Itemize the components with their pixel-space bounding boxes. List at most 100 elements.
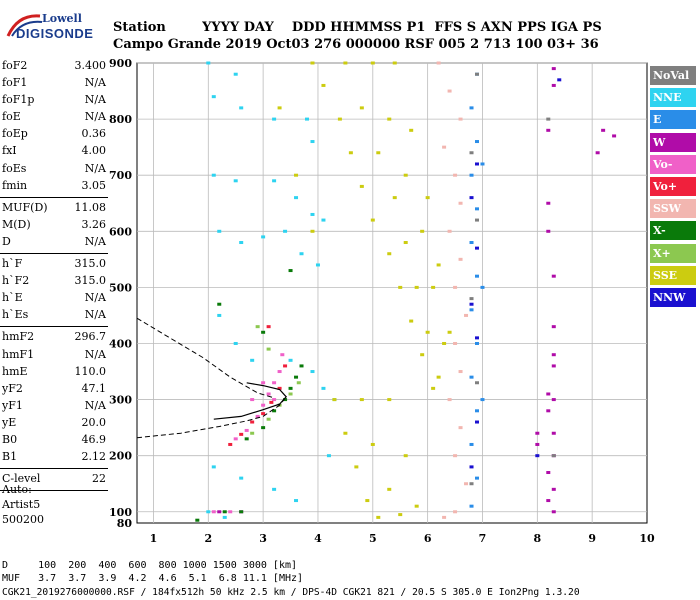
data-point-sse	[392, 61, 397, 65]
data-point-e	[480, 398, 485, 402]
data-point-nnw	[469, 302, 474, 306]
data-point-ssw	[447, 229, 452, 233]
parameter-row: B1 2.12	[0, 449, 110, 466]
data-point-vo-	[261, 412, 266, 416]
data-point-e	[475, 140, 479, 144]
parameter-row: h`F 315.0	[0, 256, 110, 273]
profile-curve-solid	[213, 382, 288, 420]
data-point-x-	[288, 269, 293, 273]
data-point-sse	[277, 106, 282, 110]
data-point-nnw	[535, 454, 540, 458]
parameter-row: h`E N/A	[0, 290, 110, 307]
data-point-w	[595, 151, 600, 155]
data-point-vo-	[266, 392, 271, 396]
legend-entry-x-: X-	[650, 221, 696, 241]
data-point-ssw	[453, 454, 458, 458]
data-point-nne	[233, 179, 238, 183]
parameter-row: fmin 3.05	[0, 178, 110, 195]
data-point-e	[475, 207, 479, 211]
data-point-nne	[211, 173, 216, 177]
data-point-w	[551, 274, 556, 278]
parameter-name: yE	[2, 415, 17, 429]
data-point-nnw	[557, 78, 562, 82]
data-point-e	[475, 476, 479, 480]
data-point-w	[551, 353, 556, 357]
data-point-w	[551, 398, 556, 402]
parameter-row: h`F2 315.0	[0, 273, 110, 290]
y-tick-label: 400	[109, 337, 132, 350]
footer-file-info: CGK21_2019276000000.RSF / 184fx512h 50 k…	[2, 587, 580, 598]
data-point-x-	[294, 375, 299, 379]
parameter-name: foF2	[2, 59, 28, 72]
data-point-sse	[294, 173, 299, 177]
parameter-value: 110.0	[74, 364, 107, 378]
data-point-sse	[321, 83, 326, 87]
parameter-name: B0	[2, 432, 18, 446]
parameter-value: 315.0	[74, 257, 107, 271]
autoscaler-version: 500200	[2, 513, 44, 526]
data-point-ssw	[458, 201, 463, 205]
data-point-x-	[222, 510, 227, 514]
data-point-w	[546, 471, 551, 475]
data-point-x-	[239, 510, 244, 514]
data-point-sse	[436, 263, 441, 267]
data-point-nne	[206, 510, 211, 514]
parameter-row: foF2 3.400	[0, 58, 110, 75]
polarization-legend: NoVal NNE E W Vo- Vo+ SSW X- X+ SSE NNW	[650, 66, 696, 310]
parameter-value: N/A	[84, 93, 106, 107]
data-point-nne	[310, 212, 315, 216]
data-point-x-	[255, 325, 260, 329]
data-point-vo-	[228, 442, 233, 446]
parameter-value: 22	[92, 472, 106, 486]
data-point-nne	[261, 235, 266, 239]
parameter-name: h`Es	[2, 308, 29, 322]
data-point-e	[469, 375, 474, 379]
data-point-vo-	[255, 414, 260, 418]
data-point-sse	[310, 229, 315, 233]
data-point-w	[551, 431, 556, 435]
data-point-ssw	[453, 341, 458, 345]
data-point-sse	[392, 196, 397, 200]
parameter-value: N/A	[84, 347, 106, 361]
legend-entry-sse: SSE	[650, 265, 696, 285]
parameter-value: 315.0	[74, 274, 107, 288]
data-point-sse	[431, 285, 436, 289]
data-point-noval	[469, 482, 474, 486]
data-point-sse	[370, 218, 375, 222]
parameters-divider	[0, 468, 108, 470]
data-point-vo-	[233, 437, 238, 441]
data-point-sse	[425, 330, 430, 334]
parameter-row: hmF2 296.7	[0, 329, 110, 346]
data-point-x-	[288, 386, 293, 390]
data-point-sse	[365, 499, 370, 503]
data-point-sse	[387, 487, 392, 491]
parameter-name: h`E	[2, 291, 23, 305]
data-point-nne	[310, 370, 315, 374]
data-point-nne	[294, 499, 299, 503]
parameter-row: foEp 0.36	[0, 126, 110, 143]
parameter-value: N/A	[84, 76, 106, 90]
data-point-sse	[370, 61, 375, 65]
parameter-value: 4.00	[81, 144, 107, 158]
data-point-nne	[217, 313, 222, 317]
legend-entry-x-: X+	[650, 243, 696, 263]
data-point-vo-	[211, 510, 216, 514]
parameter-name: fmin	[2, 178, 28, 192]
data-point-sse	[398, 285, 403, 289]
data-point-sse	[337, 117, 342, 121]
parameter-value: N/A	[84, 234, 106, 248]
data-point-sse	[431, 386, 436, 390]
y-tick-label: 300	[109, 394, 132, 407]
data-point-w	[546, 392, 551, 396]
data-point-w	[551, 487, 556, 491]
data-point-nne	[310, 140, 315, 144]
parameter-row: foE N/A	[0, 109, 110, 126]
x-tick-label: 7	[479, 532, 487, 545]
parameter-name: h`F2	[2, 274, 30, 288]
parameter-row: yF1 N/A	[0, 398, 110, 415]
data-point-sse	[310, 61, 315, 65]
parameter-name: fxI	[2, 144, 17, 158]
parameter-row: foEs N/A	[0, 161, 110, 178]
autoscaling-info: Auto: Artist5 500200	[2, 482, 44, 527]
data-point-nnw	[475, 162, 479, 166]
